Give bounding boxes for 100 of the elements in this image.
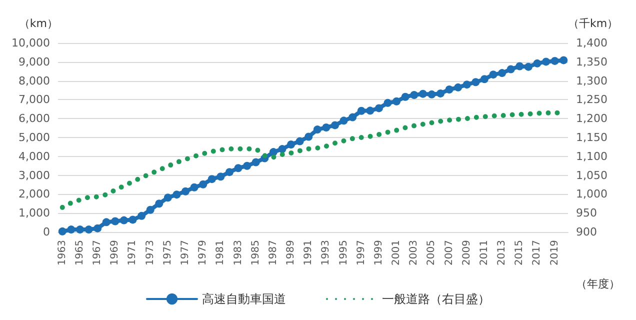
x-tick-label: 1963	[56, 240, 68, 266]
x-tick-label: 2003	[408, 240, 420, 266]
point	[560, 56, 568, 64]
x-tick-label: 1999	[373, 240, 384, 266]
x-tick-label: 1981	[215, 240, 226, 266]
x-tick-label: 1993	[320, 240, 332, 266]
legend-label: 一般道路（右目盛）	[382, 292, 490, 306]
y2-tick-label: 1,050	[576, 168, 608, 182]
point	[428, 90, 436, 98]
point	[366, 106, 374, 115]
y2-tick-label: 950	[576, 206, 597, 220]
point	[410, 90, 418, 99]
x-tick-label: 1975	[162, 240, 174, 266]
point	[418, 90, 427, 98]
point	[243, 162, 252, 170]
point	[102, 218, 110, 226]
point	[313, 126, 322, 134]
y2-tick-label: 900	[576, 226, 597, 238]
y-tick-label: 7,000	[18, 93, 50, 106]
y2-tick-label: 1,400	[576, 36, 608, 50]
point	[489, 70, 498, 79]
x-tick-label: 2011	[478, 240, 490, 266]
x-tick-label: 1971	[127, 240, 138, 266]
y-tick-label: 1,000	[18, 206, 50, 220]
x-tick-label: 1991	[303, 240, 314, 266]
point	[120, 216, 128, 224]
x-tick-label: 1979	[198, 240, 209, 266]
point	[111, 217, 120, 226]
point	[128, 216, 137, 224]
y-tick-label: 5,000	[18, 131, 50, 144]
point	[164, 194, 172, 202]
y2-axis-title: （千km）	[568, 17, 618, 30]
x-tick-label: 2009	[461, 240, 472, 266]
point	[138, 212, 146, 220]
point	[208, 175, 216, 184]
point	[533, 59, 542, 68]
y-axis-title: （km）	[18, 17, 58, 30]
point	[199, 180, 208, 188]
point	[182, 187, 190, 196]
point	[304, 132, 313, 141]
x-tick-label: 2001	[391, 240, 402, 266]
point	[340, 116, 348, 125]
point	[94, 224, 102, 232]
point	[357, 106, 366, 115]
point	[287, 140, 296, 148]
point	[278, 145, 286, 154]
point	[172, 190, 181, 199]
point	[454, 83, 462, 92]
x-tick-label: 1965	[74, 240, 86, 266]
x-tick-label: 2015	[514, 240, 526, 266]
point	[445, 85, 454, 94]
point	[84, 226, 93, 234]
point	[524, 62, 532, 71]
point	[155, 200, 164, 208]
y-tick-label: 3,000	[18, 168, 50, 182]
point	[76, 226, 84, 234]
point	[462, 80, 471, 89]
x-tick-label: 1985	[250, 240, 262, 266]
x-axis-title: （年度）	[576, 278, 620, 290]
point	[374, 104, 383, 112]
x-tick-label: 1977	[180, 240, 191, 266]
y2-tick-label: 1,350	[576, 55, 608, 68]
point	[234, 164, 242, 172]
point	[296, 137, 304, 146]
point	[225, 168, 234, 176]
point	[516, 62, 524, 70]
y-tick-label: 4,000	[18, 150, 50, 163]
y-tick-label: 6,000	[18, 112, 50, 126]
x-tick-label: 1989	[286, 240, 297, 266]
point	[436, 89, 444, 98]
point	[269, 148, 278, 156]
point	[392, 97, 401, 106]
point	[322, 123, 330, 132]
point	[472, 78, 480, 86]
y-tick-label: 0	[43, 226, 50, 238]
x-tick-label: 1995	[338, 240, 350, 266]
point	[542, 58, 550, 66]
x-tick-label: 1987	[268, 240, 279, 266]
point	[550, 56, 559, 65]
point	[67, 226, 76, 234]
y-tick-label: 9,000	[18, 55, 50, 68]
point	[480, 75, 488, 84]
y2-tick-label: 1,200	[576, 112, 608, 126]
x-tick-label: 1967	[92, 240, 104, 266]
y2-tick-label: 1,000	[576, 188, 608, 201]
x-tick-label: 2013	[496, 240, 508, 266]
x-tick-label: 1997	[356, 240, 367, 266]
point	[146, 206, 154, 214]
y-tick-label: 2,000	[18, 188, 50, 201]
x-tick-label: 1969	[110, 240, 121, 266]
y-tick-label: 10,000	[12, 36, 50, 50]
point	[330, 121, 339, 130]
x-tick-label: 1973	[144, 240, 156, 266]
y2-tick-label: 1,300	[576, 74, 608, 88]
point	[216, 172, 225, 181]
x-tick-label: 1983	[232, 240, 244, 266]
point	[252, 158, 260, 166]
point	[58, 227, 66, 236]
x-tick-label: 2007	[444, 240, 455, 266]
x-tick-label: 2019	[549, 240, 560, 266]
